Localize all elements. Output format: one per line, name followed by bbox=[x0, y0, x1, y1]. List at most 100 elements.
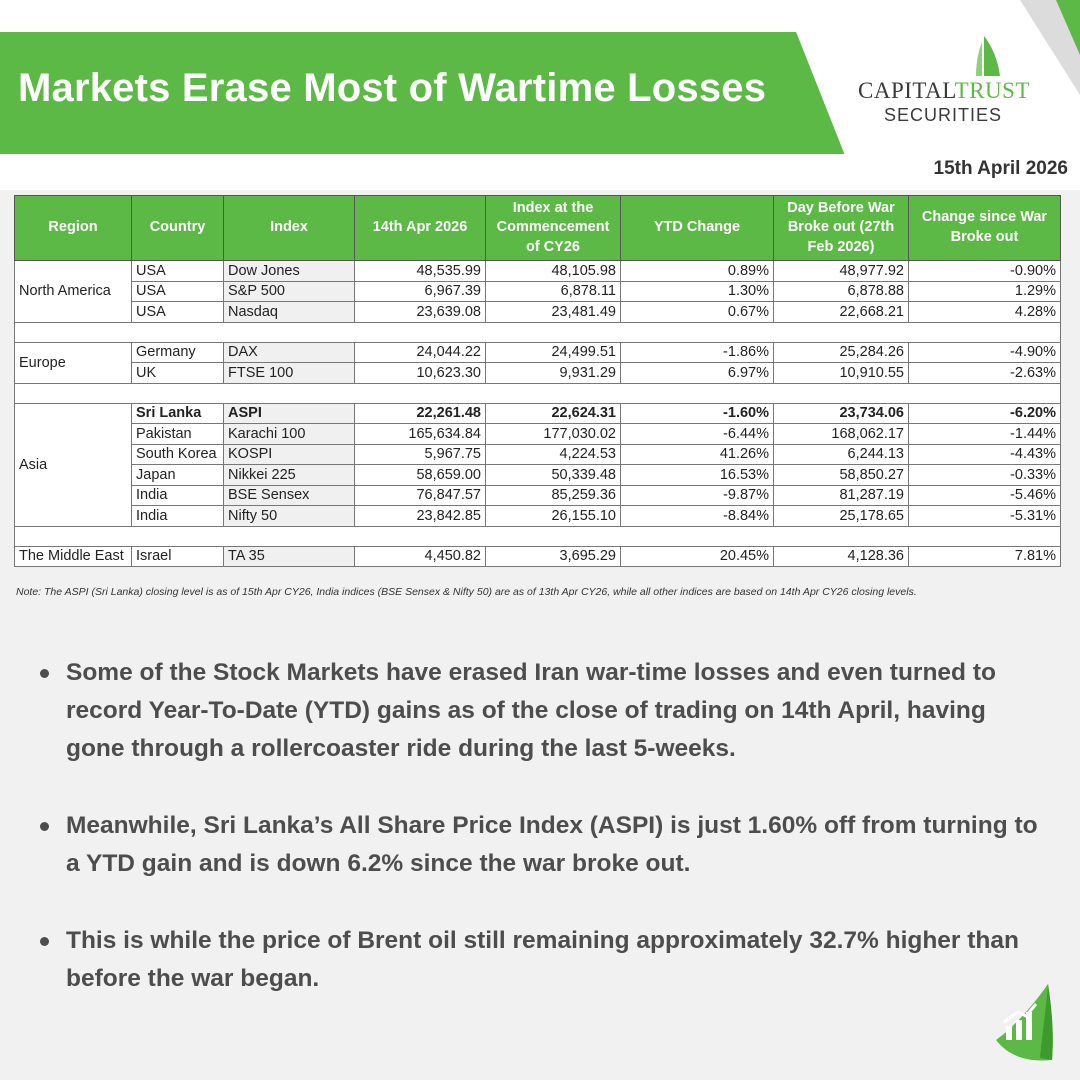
value-cell: 6,244.13 bbox=[773, 443, 909, 465]
value-cell: 10,623.30 bbox=[354, 362, 486, 384]
bar-chart-growth-icon bbox=[996, 984, 1053, 1061]
logo-name: CAPITALTRUST bbox=[858, 78, 1031, 103]
table-row: The Middle East Israel TA 35 4,450.82 3,695.… bbox=[14, 545, 1061, 567]
country-cell: India bbox=[131, 505, 224, 527]
region-cell: Europe bbox=[14, 341, 132, 384]
bullet-dot bbox=[40, 669, 49, 678]
value-cell: -9.87% bbox=[620, 484, 774, 506]
value-cell: 24,499.51 bbox=[485, 341, 621, 363]
company-logo: CAPITALTRUST SECURITIES bbox=[858, 34, 1031, 126]
table-row: Pakistan Karachi 100 165,634.84 177,030.02-… bbox=[15, 423, 1061, 445]
index-cell: KOSPI bbox=[223, 443, 355, 465]
value-cell: 50,339.48 bbox=[485, 464, 621, 486]
value-cell: 48,105.98 bbox=[485, 260, 621, 282]
region-cell: Asia bbox=[14, 402, 132, 527]
value-cell: 0.89% bbox=[620, 260, 774, 282]
value-cell: -5.46% bbox=[908, 484, 1061, 506]
separator-row bbox=[14, 525, 1061, 547]
separator-cell bbox=[14, 525, 1061, 547]
column-header: Index bbox=[223, 195, 355, 261]
sail-icon bbox=[976, 36, 1000, 76]
table-body: North America USA Dow Jones 48,535.99 48,105… bbox=[14, 260, 1061, 567]
market-table-container: Region Country Index 14th Apr 2026 Index at … bbox=[14, 195, 1061, 567]
table-row: Asia Sri Lanka ASPI 22,261.48 22,624.31 -1.60… bbox=[14, 402, 1061, 527]
column-header: 14th Apr 2026 bbox=[354, 195, 486, 261]
table-row: UK FTSE 100 10,623.30 9,931.29 6.97% 10,910.5… bbox=[15, 362, 1061, 384]
column-header: Index at the Commencement of CY26 bbox=[485, 195, 621, 261]
country-cell: USA bbox=[131, 301, 224, 323]
column-header: Country bbox=[131, 195, 224, 261]
value-cell: 25,284.26 bbox=[773, 341, 909, 363]
index-cell: ASPI bbox=[223, 402, 355, 424]
index-cell: Karachi 100 bbox=[223, 423, 355, 445]
index-cell: BSE Sensex bbox=[223, 484, 355, 506]
logo-subtitle: SECURITIES bbox=[884, 105, 1003, 125]
table-header-row: Region Country Index 14th Apr 2026 Index at … bbox=[14, 195, 1061, 261]
value-cell: 24,044.22 bbox=[354, 341, 486, 363]
value-cell: 9,931.29 bbox=[485, 362, 621, 384]
report-date: 15th April 2026 bbox=[933, 158, 1068, 179]
value-cell: 4.28% bbox=[908, 301, 1061, 323]
index-cell: Nifty 50 bbox=[223, 505, 355, 527]
market-table: Region Country Index 14th Apr 2026 Index at … bbox=[14, 195, 1061, 567]
value-cell: -0.90% bbox=[908, 260, 1061, 282]
value-cell: -2.63% bbox=[908, 362, 1061, 384]
country-cell: Germany bbox=[131, 341, 224, 363]
country-cell: India bbox=[131, 484, 224, 506]
commentary-item: Some of the Stock Markets have erased Ir… bbox=[40, 654, 1050, 768]
value-cell: 23,734.06 bbox=[773, 402, 909, 424]
table-row: India Nifty 50 23,842.85 26,155.10 -8.84% 25,… bbox=[15, 505, 1061, 527]
value-cell: 81,287.19 bbox=[773, 484, 909, 506]
separator-row bbox=[14, 321, 1061, 343]
value-cell: 6,878.11 bbox=[485, 280, 621, 302]
value-cell: 7.81% bbox=[908, 545, 1061, 567]
country-cell: UK bbox=[131, 362, 224, 384]
value-cell: -1.44% bbox=[908, 423, 1061, 445]
country-cell: Japan bbox=[131, 464, 224, 486]
value-cell: 22,261.48 bbox=[354, 402, 486, 424]
table-row: USA S&P 500 6,967.39 6,878.11 1.30% 6,878.88 1… bbox=[15, 280, 1061, 302]
bullet-dot bbox=[40, 822, 49, 831]
region-cell: North America bbox=[14, 260, 132, 323]
value-cell: 22,624.31 bbox=[485, 402, 621, 424]
value-cell: -5.31% bbox=[908, 505, 1061, 527]
value-cell: 23,481.49 bbox=[485, 301, 621, 323]
value-cell: 48,977.92 bbox=[773, 260, 909, 282]
value-cell: 58,850.27 bbox=[773, 464, 909, 486]
index-cell: Nasdaq bbox=[223, 301, 355, 323]
logo-panel bbox=[796, 32, 1080, 154]
table-row: South Korea KOSPI 5,967.75 4,224.53 41.26% 6,… bbox=[15, 443, 1061, 465]
bullet-dot bbox=[40, 937, 49, 946]
commentary-item: Meanwhile, Sri Lanka’s All Share Price I… bbox=[40, 807, 1050, 883]
value-cell: -6.44% bbox=[620, 423, 774, 445]
index-cell: TA 35 bbox=[223, 545, 355, 567]
value-cell: 168,062.17 bbox=[773, 423, 909, 445]
value-cell: 48,535.99 bbox=[354, 260, 486, 282]
value-cell: 6,967.39 bbox=[354, 280, 486, 302]
value-cell: 4,224.53 bbox=[485, 443, 621, 465]
value-cell: 177,030.02 bbox=[485, 423, 621, 445]
value-cell: 0.67% bbox=[620, 301, 774, 323]
index-cell: FTSE 100 bbox=[223, 362, 355, 384]
value-cell: 76,847.57 bbox=[354, 484, 486, 506]
value-cell: 10,910.55 bbox=[773, 362, 909, 384]
table-note: Note: The ASPI (Sri Lanka) closing level… bbox=[16, 586, 917, 598]
value-cell: -1.86% bbox=[620, 341, 774, 363]
country-cell: USA bbox=[131, 260, 224, 282]
separator-cell bbox=[14, 382, 1061, 404]
value-cell: 85,259.36 bbox=[485, 484, 621, 506]
value-cell: 165,634.84 bbox=[354, 423, 486, 445]
country-cell: Pakistan bbox=[131, 423, 224, 445]
value-cell: 20.45% bbox=[620, 545, 774, 567]
column-header: Change since War Broke out bbox=[908, 195, 1061, 261]
index-cell: DAX bbox=[223, 341, 355, 363]
separator-row bbox=[14, 382, 1061, 404]
value-cell: 25,178.65 bbox=[773, 505, 909, 527]
value-cell: -1.60% bbox=[620, 402, 774, 424]
page-title: Markets Erase Most of Wartime Losses bbox=[18, 66, 767, 110]
value-cell: 3,695.29 bbox=[485, 545, 621, 567]
value-cell: 1.30% bbox=[620, 280, 774, 302]
value-cell: 5,967.75 bbox=[354, 443, 486, 465]
value-cell: 6.97% bbox=[620, 362, 774, 384]
value-cell: -4.90% bbox=[908, 341, 1061, 363]
